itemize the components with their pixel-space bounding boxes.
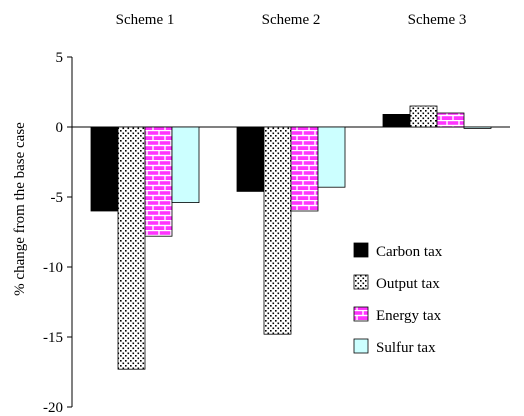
y-tick-label: -10 (43, 260, 63, 276)
legend-label: Energy tax (376, 308, 442, 324)
y-axis-label: % change from the base case (12, 122, 28, 296)
bar-output-tax-scheme-3 (409, 105, 438, 128)
legend-swatch (353, 306, 369, 322)
y-tick-label: 0 (56, 120, 64, 136)
bar-output-tax-scheme-2 (263, 126, 292, 335)
legend-swatch (353, 242, 369, 258)
bar-carbon-tax-scheme-1 (90, 126, 119, 212)
legend-swatch (353, 274, 369, 290)
y-tick-label: -15 (43, 330, 63, 346)
legend-label: Output tax (376, 276, 440, 292)
y-tick-label: -5 (51, 190, 64, 206)
category-label: Scheme 2 (262, 12, 321, 28)
bar-sulfur-tax-scheme-1 (171, 126, 200, 203)
y-tick-label: -20 (43, 400, 63, 416)
category-labels: Scheme 1 Scheme 2 Scheme 3 (116, 12, 467, 28)
bar-energy-tax-scheme-1 (144, 126, 173, 237)
bar-output-tax-scheme-1 (117, 126, 146, 370)
y-tick-label: 5 (56, 50, 64, 66)
bar-carbon-tax-scheme-3 (382, 114, 411, 128)
bar-energy-tax-scheme-2 (290, 126, 319, 212)
category-label: Scheme 1 (116, 12, 175, 28)
legend: Carbon tax Output tax Energy tax Sulfur tax (353, 242, 443, 356)
bar-energy-tax-scheme-3 (436, 112, 465, 128)
bar-sulfur-tax-scheme-3 (463, 126, 492, 129)
legend-label: Sulfur tax (376, 340, 436, 356)
legend-swatch (353, 338, 369, 354)
category-label: Scheme 3 (408, 12, 467, 28)
bar-sulfur-tax-scheme-2 (317, 126, 346, 188)
bars (90, 105, 492, 370)
legend-label: Carbon tax (376, 244, 443, 260)
bar-carbon-tax-scheme-2 (236, 126, 265, 192)
